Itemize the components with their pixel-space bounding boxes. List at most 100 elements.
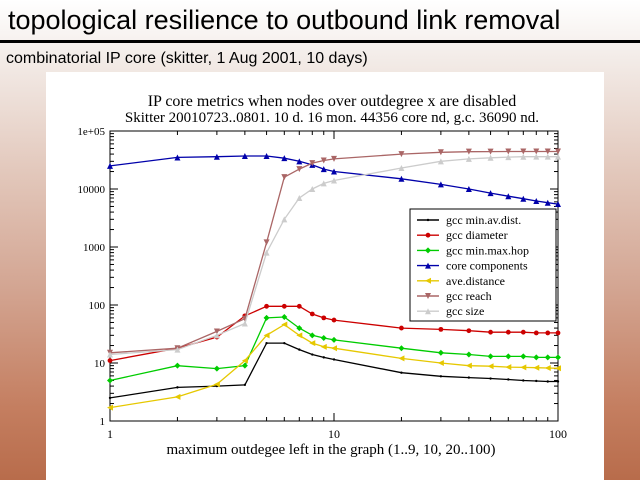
data-point	[555, 153, 561, 160]
data-point	[439, 375, 443, 378]
data-point	[263, 153, 270, 160]
data-point	[507, 378, 510, 381]
legend-label: gcc size	[446, 304, 484, 318]
data-point	[533, 354, 540, 361]
data-point	[311, 353, 314, 356]
data-point	[296, 332, 303, 339]
chart-title: IP core metrics when nodes over outdegre…	[148, 93, 517, 110]
x-tick-label: 1	[107, 427, 113, 441]
data-point	[213, 365, 220, 372]
data-point	[309, 186, 316, 192]
data-point	[296, 158, 303, 165]
data-point	[241, 320, 248, 327]
data-point	[544, 148, 551, 155]
chart-panel: IP core metrics when nodes over outdegre…	[46, 72, 604, 480]
data-point	[487, 353, 494, 360]
data-point	[213, 332, 220, 339]
data-point	[505, 148, 512, 155]
series-3	[107, 153, 561, 208]
data-point	[281, 321, 288, 328]
y-tick-label: 1	[100, 416, 106, 428]
data-point	[281, 174, 288, 181]
data-point	[281, 303, 287, 309]
data-point	[331, 317, 337, 323]
data-point	[296, 166, 303, 173]
series-6	[107, 153, 561, 358]
legend-marker	[426, 218, 430, 222]
legend-label: gcc diameter	[446, 228, 508, 242]
data-point	[213, 381, 220, 388]
data-point	[438, 326, 444, 332]
data-point	[107, 162, 113, 169]
chart-subtitle: Skitter 20010723..0801. 10 d. 16 mon. 44…	[125, 110, 539, 126]
data-point	[466, 328, 472, 334]
data-point	[555, 354, 561, 361]
x-axis-label: maximum outdegee left in the graph (1..9…	[166, 442, 495, 458]
data-point	[398, 151, 405, 158]
data-point	[107, 358, 113, 363]
data-point	[213, 328, 220, 335]
data-point	[309, 340, 316, 347]
data-point	[505, 353, 512, 360]
slide-subtitle: combinatorial IP core (skitter, 1 Aug 20…	[6, 50, 368, 67]
data-point	[437, 349, 444, 356]
data-point	[298, 348, 301, 351]
legend-label: ave.distance	[446, 274, 505, 288]
data-point	[264, 303, 269, 309]
data-point	[398, 345, 405, 352]
data-point	[398, 165, 405, 172]
data-point	[400, 371, 403, 374]
data-point	[320, 166, 327, 173]
title-divider	[0, 40, 640, 43]
data-point	[488, 329, 493, 335]
data-point	[487, 363, 494, 370]
data-point	[399, 325, 404, 331]
data-point	[263, 239, 270, 246]
data-point	[505, 193, 512, 200]
data-point	[107, 377, 113, 384]
y-tick-label: 1000	[83, 242, 106, 254]
x-tick-label: 10	[328, 427, 340, 441]
data-point	[174, 346, 181, 353]
data-point	[174, 362, 181, 369]
data-point	[437, 149, 444, 156]
data-point	[487, 148, 494, 155]
slide-title: topological resilience to outbound link …	[8, 5, 561, 35]
data-point	[296, 325, 303, 332]
data-point	[281, 155, 288, 162]
data-point	[321, 315, 327, 321]
data-point	[331, 177, 337, 184]
data-point	[522, 379, 525, 382]
data-point	[332, 358, 336, 361]
data-point	[555, 148, 561, 155]
data-point	[533, 198, 540, 205]
data-point	[243, 383, 247, 387]
data-point	[263, 314, 270, 321]
series-4	[107, 321, 561, 411]
data-point	[437, 181, 444, 188]
legend-label: gcc min.max.hop	[446, 243, 529, 257]
data-point	[241, 153, 248, 160]
data-point	[533, 148, 540, 155]
data-point	[505, 329, 511, 335]
data-point	[398, 355, 405, 362]
data-point	[546, 380, 549, 383]
data-point	[489, 377, 492, 380]
series-5	[107, 148, 561, 356]
data-point	[241, 357, 248, 364]
data-point	[520, 353, 527, 360]
data-point	[545, 330, 551, 336]
data-point	[331, 345, 337, 352]
data-point	[263, 249, 270, 256]
data-point	[296, 303, 302, 309]
legend-marker	[425, 277, 431, 284]
data-point	[544, 153, 551, 160]
data-point	[437, 360, 444, 366]
data-point	[174, 393, 181, 400]
data-point	[544, 354, 551, 361]
data-point	[520, 148, 527, 155]
legend-marker	[425, 308, 431, 315]
data-point	[283, 341, 286, 345]
data-point	[437, 158, 444, 165]
